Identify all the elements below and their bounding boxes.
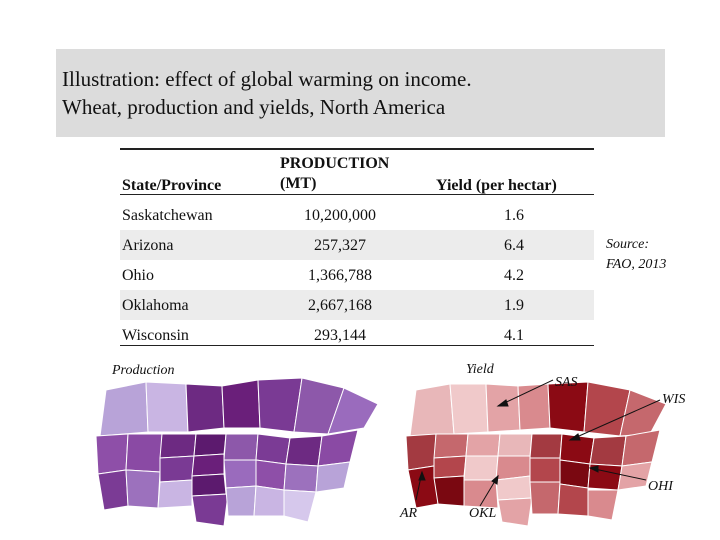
- table-row: Arizona 257,327 6.4: [120, 230, 594, 260]
- cell-production: 257,327: [314, 237, 366, 254]
- source-citation: FAO, 2013: [606, 257, 667, 272]
- callout-wis: WIS: [662, 392, 686, 407]
- production-map-us: [95, 429, 359, 527]
- cell-yield: 4.2: [504, 267, 524, 284]
- cell-state: Ohio: [122, 267, 154, 284]
- callout-sas: SAS: [555, 375, 578, 390]
- yield-map-canada: [409, 381, 667, 437]
- production-map: [95, 377, 379, 527]
- yield-callout-arrows: [415, 379, 661, 507]
- cell-production: 1,366,788: [308, 267, 372, 284]
- table-row: Wisconsin 293,144 4.1: [120, 320, 594, 350]
- cell-yield: 1.9: [504, 297, 524, 314]
- cell-state: Saskatchewan: [122, 207, 213, 224]
- table-row: Oklahoma 2,667,168 1.9: [120, 290, 594, 320]
- table-top-rule: [120, 148, 594, 150]
- source-note: Source: FAO, 2013: [606, 235, 666, 275]
- header-production-line1: PRODUCTION: [280, 155, 390, 172]
- title-box: Illustration: effect of global warming o…: [56, 49, 665, 137]
- yield-map-us: [405, 429, 661, 527]
- header-state: State/Province: [122, 177, 222, 194]
- table-row: Saskatchewan 10,200,000 1.6: [120, 200, 594, 230]
- cell-state: Oklahoma: [122, 297, 189, 314]
- yield-map: [405, 379, 667, 527]
- table-bottom-rule: [120, 345, 594, 346]
- header-yield: Yield (per hectar): [436, 177, 557, 194]
- table-header-rule: [120, 194, 594, 195]
- cell-state: Wisconsin: [122, 327, 189, 344]
- title-line-2: Wheat, production and yields, North Amer…: [62, 95, 446, 119]
- yield-map-label: Yield: [466, 362, 494, 377]
- callout-ohi: OHI: [648, 479, 673, 494]
- production-map-canada: [99, 377, 379, 437]
- cell-yield: 6.4: [504, 237, 524, 254]
- callout-ar: AR: [400, 506, 418, 521]
- cell-yield: 4.1: [504, 327, 524, 344]
- source-label: Source:: [606, 237, 650, 252]
- table-row: Ohio 1,366,788 4.2: [120, 260, 594, 290]
- title-line-1: Illustration: effect of global warming o…: [62, 67, 472, 91]
- callout-okl: OKL: [469, 506, 497, 521]
- cell-yield: 1.6: [504, 207, 524, 224]
- header-production-line2: (MT): [280, 175, 317, 192]
- cell-production: 10,200,000: [304, 207, 376, 224]
- cell-production: 2,667,168: [308, 297, 372, 314]
- production-map-label: Production: [112, 363, 175, 378]
- cell-production: 293,144: [314, 327, 366, 344]
- cell-state: Arizona: [122, 237, 174, 254]
